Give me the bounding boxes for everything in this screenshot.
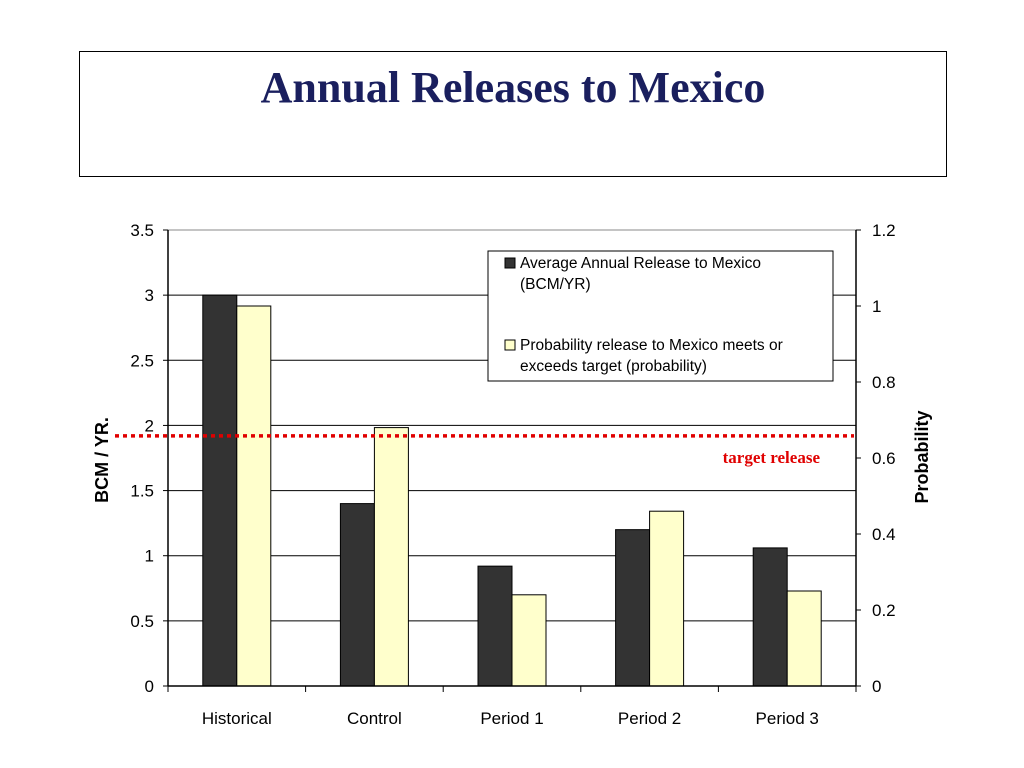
x-tick-label: Period 1 (480, 709, 543, 728)
legend-label: Average Annual Release to Mexico (520, 255, 761, 272)
x-tick-label: Historical (202, 709, 272, 728)
target-release-label: target release (723, 448, 821, 467)
y-tick-label-left: 2 (145, 416, 154, 435)
y-tick-label-right: 0.2 (872, 601, 896, 620)
y-axis-title-right: Probability (912, 410, 932, 503)
y-tick-label-left: 0 (145, 677, 154, 696)
bar-probability-1 (373, 427, 409, 687)
bar-probability-3 (649, 510, 685, 687)
y-tick-label-right: 1 (872, 297, 881, 316)
y-tick-label-left: 1 (145, 547, 154, 566)
y-tick-label-left: 2.5 (130, 351, 154, 370)
bar-probability-4 (786, 590, 822, 687)
legend-label: Probability release to Mexico meets or (520, 337, 783, 354)
x-tick-label: Control (347, 709, 402, 728)
legend-label: (BCM/YR) (520, 276, 591, 293)
y-axis-title-left: BCM / YR. (92, 417, 112, 503)
bar-release-4 (752, 547, 788, 687)
y-tick-label-right: 0 (872, 677, 881, 696)
bar-release-3 (615, 529, 651, 687)
legend-box (487, 250, 834, 382)
bar-release-0 (202, 294, 238, 687)
bar-probability-2 (511, 594, 547, 687)
legend-label: exceeds target (probability) (520, 358, 707, 375)
title-box: Annual Releases to Mexico (79, 51, 947, 177)
y-tick-label-left: 3 (145, 286, 154, 305)
bar-release-2 (477, 565, 513, 687)
slide-title: Annual Releases to Mexico (260, 63, 766, 112)
y-tick-label-right: 1.2 (872, 221, 896, 240)
y-tick-label-right: 0.4 (872, 525, 896, 544)
y-tick-label-left: 0.5 (130, 612, 154, 631)
y-tick-label-left: 3.5 (130, 221, 154, 240)
bar-release-1 (339, 503, 375, 687)
y-tick-label-left: 1.5 (130, 482, 154, 501)
y-tick-label-right: 0.8 (872, 373, 896, 392)
y-tick-label-right: 0.6 (872, 449, 896, 468)
x-tick-label: Period 2 (618, 709, 681, 728)
x-tick-label: Period 3 (756, 709, 819, 728)
legend-swatch (504, 339, 516, 351)
bar-probability-0 (236, 305, 272, 687)
legend-swatch (504, 257, 516, 269)
